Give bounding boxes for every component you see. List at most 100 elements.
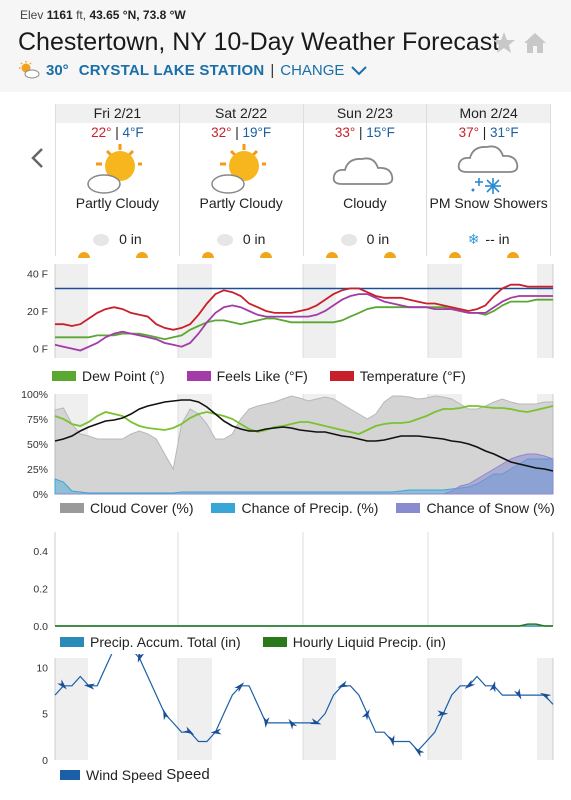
partly-cloudy-icon — [87, 144, 142, 194]
wind-arrow-icon — [414, 747, 425, 757]
sunrise-icon — [201, 252, 214, 258]
legend-item[interactable]: Wind Speed Speed — [60, 766, 210, 783]
change-link[interactable]: CHANGE — [280, 61, 345, 79]
legend-extra: Speed — [166, 766, 210, 783]
tick-label: 50% — [27, 439, 48, 451]
sunrise-icon — [78, 252, 90, 258]
legend-label: Temperature (°F) — [359, 368, 466, 384]
legend-item[interactable]: Chance of Precip. (%) — [211, 500, 378, 516]
temp-sep: | — [231, 125, 243, 140]
cloud-cover-chart: 100% 75% 50% 25% 0% — [21, 389, 554, 498]
day-card[interactable]: Sun 2/23 33° | 15°F Cloudy 0 in — [303, 104, 428, 258]
coords: 43.65 °N, 73.8 °W — [89, 8, 186, 22]
day-temps: 32° | 19°F — [180, 125, 303, 140]
tick-label: 100% — [21, 389, 48, 401]
feels-like-line — [54, 293, 553, 352]
day-temps: 37° | 31°F — [427, 125, 550, 140]
legend-label: Dew Point (°) — [82, 368, 165, 384]
wind-arrow-icon — [263, 716, 270, 728]
legend-swatch — [60, 637, 84, 647]
legend-item[interactable]: Precip. Accum. Total (in) — [60, 634, 241, 650]
legend-swatch — [211, 503, 236, 513]
legend-label: Precip. Accum. Total (in) — [90, 634, 241, 650]
elevation-label: Elev — [20, 8, 44, 22]
sunrise-icon — [325, 252, 338, 258]
star-icon[interactable] — [491, 30, 517, 56]
hi-temp: 37° — [458, 125, 479, 140]
day-date: Fri 2/21 — [56, 104, 179, 123]
humidity-line — [54, 405, 554, 435]
hourly-precip-line — [55, 623, 553, 627]
separator: | — [270, 61, 275, 79]
legend-swatch — [52, 371, 76, 381]
legend-label: Cloud Cover (%) — [90, 500, 194, 516]
wind-arrow-icon — [137, 654, 145, 663]
station-name[interactable]: CRYSTAL LAKE STATION — [78, 61, 265, 79]
day-card[interactable]: Sat 2/22 32° | 19°F Partly Cloudy 0 in — [179, 104, 304, 258]
day-date: Mon 2/24 — [427, 104, 550, 123]
legend-label: Chance of Snow (%) — [426, 500, 555, 516]
legend-swatch — [396, 503, 421, 513]
day-date: Sat 2/22 — [179, 104, 303, 123]
wind-arrow-icon — [288, 718, 298, 730]
night-band — [303, 264, 336, 358]
tick-label: 10 — [36, 662, 48, 674]
wind-arrow-icon — [183, 726, 195, 735]
condition: Partly Cloudy — [75, 195, 159, 211]
night-band — [537, 264, 553, 358]
tick-label: 0 F — [33, 344, 48, 356]
chevron-left-icon[interactable] — [30, 147, 46, 169]
wind-arrow-icon — [489, 680, 496, 693]
night-band — [55, 264, 88, 358]
legend-item[interactable]: Cloud Cover (%) — [60, 500, 193, 516]
temp-legend: Dew Point (°) Feels Like (°F) Temperatur… — [52, 368, 488, 384]
legend-label: Chance of Precip. (%) — [241, 500, 379, 516]
day-card[interactable]: Mon 2/24 37° | 31°F PM Snow Showers ❄ -- … — [427, 104, 551, 258]
day-cards: Fri 2/21 22° | 4°F Partly Cloudy 0 in Sa… — [55, 104, 551, 258]
legend-swatch — [262, 637, 287, 647]
sunset-icon — [259, 252, 272, 258]
header: Elev 1161 ft, 43.65 °N, 73.8 °W Chestert… — [0, 0, 571, 92]
tick-label: 0 — [42, 755, 48, 764]
night-band — [537, 658, 553, 760]
tick-label: 40 F — [27, 268, 48, 280]
temp-sep: | — [355, 125, 367, 140]
night-band — [178, 264, 212, 358]
legend-item[interactable]: Feels Like (°F) — [186, 368, 308, 384]
legend-swatch — [186, 371, 211, 381]
legend-swatch — [60, 769, 80, 780]
tick-label: 0.0 — [33, 621, 48, 632]
elevation-value: 1161 — [46, 8, 73, 22]
wind-chart: 10 5 0 — [36, 654, 554, 764]
precip-value: 0 in — [119, 231, 142, 247]
tick-label: 0.4 — [33, 546, 48, 558]
night-band — [303, 658, 336, 760]
wind-arrow-icon — [57, 679, 67, 690]
wind-arrow-icon — [388, 735, 395, 747]
partly-cloudy-icon — [211, 144, 266, 194]
wind-arrow-icon — [540, 692, 552, 701]
home-icon[interactable] — [522, 30, 548, 56]
lo-temp: 19°F — [242, 125, 272, 140]
cloud-legend: Cloud Cover (%) Chance of Precip. (%) Ch… — [60, 500, 555, 516]
condition: Cloudy — [343, 195, 387, 211]
precip-value: 0 in — [366, 231, 390, 247]
current-temp: 30° — [46, 61, 69, 79]
legend-item[interactable]: Hourly Liquid Precip. (in) — [262, 634, 446, 650]
legend-item[interactable]: Dew Point (°) — [52, 368, 165, 384]
legend-item[interactable]: Chance of Snow (%) — [396, 500, 555, 516]
cloudy-icon — [332, 157, 393, 185]
day-date: Sun 2/23 — [303, 104, 427, 123]
legend-swatch — [329, 371, 354, 381]
day-temps: 33° | 15°F — [304, 125, 427, 140]
legend-label: Feels Like (°F) — [216, 368, 308, 384]
precip-amount: ❄ -- in — [427, 231, 550, 248]
precip-amount: 0 in — [180, 231, 303, 247]
day-card[interactable]: Fri 2/21 22° | 4°F Partly Cloudy 0 in — [55, 104, 180, 258]
page-title: Chestertown, NY 10-Day Weather Forecast — [18, 28, 500, 56]
lo-temp: 4°F — [122, 125, 144, 140]
chevron-down-icon[interactable] — [350, 64, 368, 76]
legend-item[interactable]: Temperature (°F) — [329, 368, 466, 384]
hi-temp: 33° — [334, 125, 356, 140]
wind-arrow-icon — [234, 682, 245, 693]
